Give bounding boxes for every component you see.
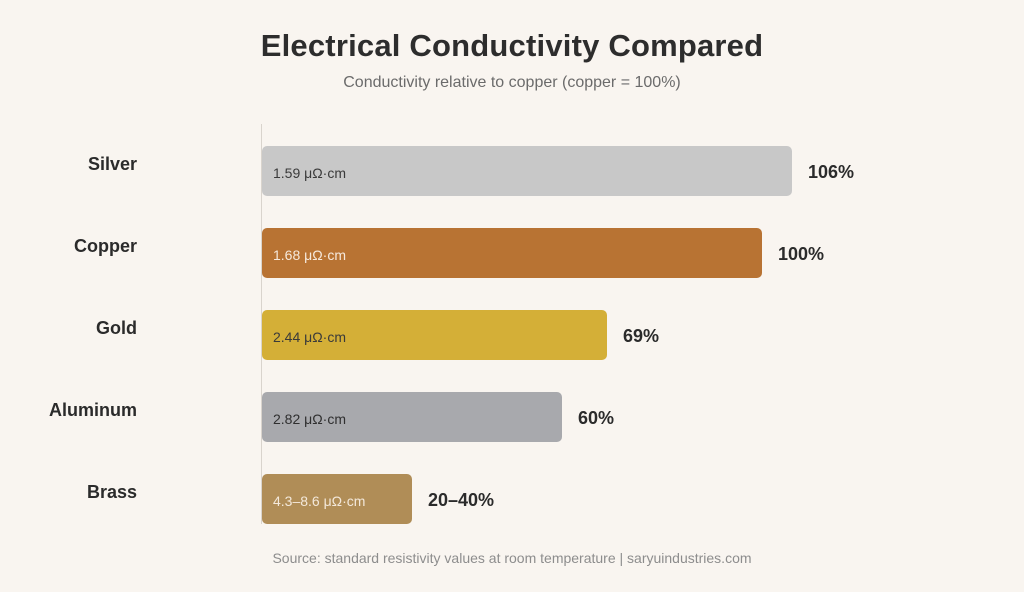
- source-footer: Source: standard resistivity values at r…: [272, 550, 752, 566]
- bar-value-label: 69%: [623, 326, 659, 346]
- bar-resistivity-label: 4.3–8.6 μΩ·cm: [273, 493, 365, 509]
- bar-brass: [262, 474, 412, 524]
- category-label: Aluminum: [49, 400, 137, 420]
- bar-value-label: 60%: [578, 408, 614, 428]
- category-label: Silver: [88, 154, 137, 174]
- bar-resistivity-label: 2.44 μΩ·cm: [273, 329, 346, 345]
- bar-gold: [262, 310, 607, 360]
- category-label: Copper: [74, 236, 137, 256]
- bar-copper: [262, 228, 762, 278]
- bar-silver: [262, 146, 792, 196]
- chart-title: Electrical Conductivity Compared: [260, 28, 764, 63]
- bar-resistivity-label: 1.68 μΩ·cm: [273, 247, 346, 263]
- bar-aluminum: [262, 392, 562, 442]
- chart-subtitle: Conductivity relative to copper (copper …: [343, 74, 681, 91]
- bar-value-label: 100%: [778, 244, 824, 264]
- bar-value-label: 106%: [808, 162, 854, 182]
- category-label: Brass: [87, 482, 137, 502]
- bar-resistivity-label: 2.82 μΩ·cm: [273, 411, 346, 427]
- category-label: Gold: [96, 318, 137, 338]
- bar-value-label: 20–40%: [428, 490, 494, 510]
- bar-resistivity-label: 1.59 μΩ·cm: [273, 165, 346, 181]
